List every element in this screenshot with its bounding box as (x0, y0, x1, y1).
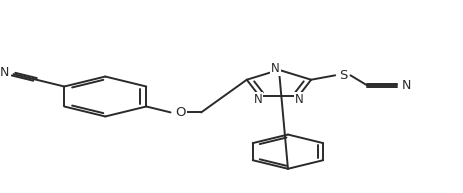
Text: N: N (271, 62, 280, 75)
Text: N: N (402, 79, 411, 92)
Text: S: S (339, 69, 347, 82)
Text: O: O (175, 106, 186, 119)
Text: N: N (295, 93, 304, 106)
Text: N: N (254, 93, 263, 106)
Text: N: N (0, 66, 10, 79)
